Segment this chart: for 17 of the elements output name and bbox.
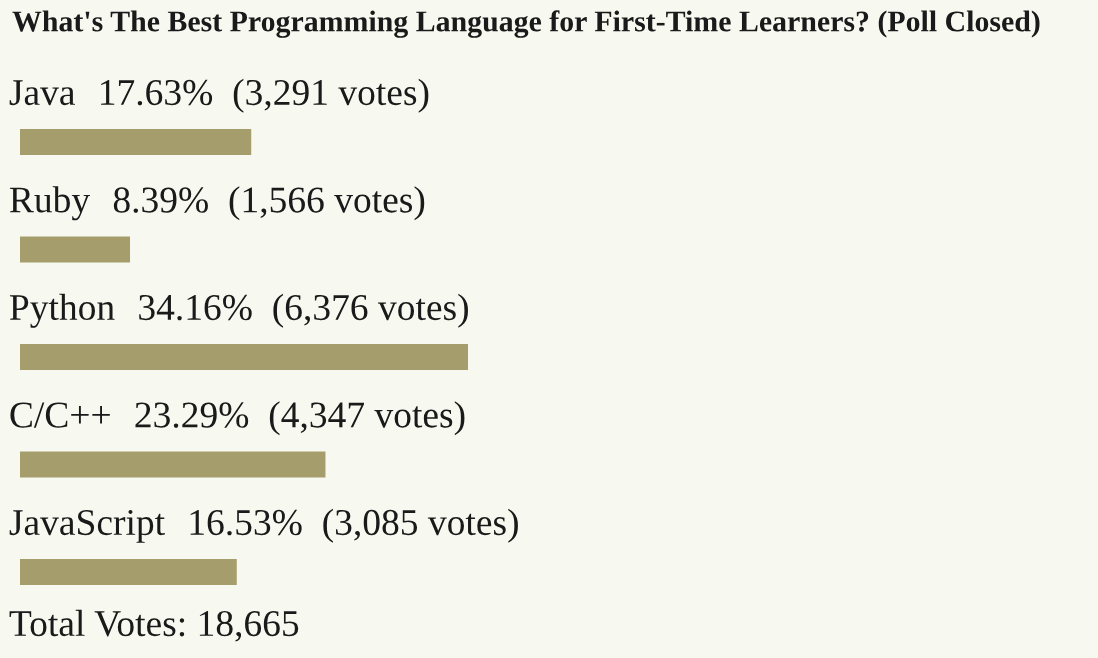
bar: [20, 344, 468, 370]
bar: [20, 451, 326, 478]
data-label: 8.39% (1,566 votes): [113, 186, 425, 221]
text: Total Votes: 18,665: [9, 609, 299, 642]
y-tick-label: Ruby: [9, 186, 90, 221]
data-label: 34.16% (6,376 votes): [139, 293, 468, 328]
data-label: 23.29% (4,347 votes): [135, 401, 465, 436]
y-tick-label: Java: [9, 80, 76, 106]
bar: [20, 559, 237, 585]
bar: [20, 129, 252, 155]
chart-title: What's The Best Programming Language for First-Time Learners? (Poll Closed): [12, 10, 1040, 38]
y-tick-label: Python: [9, 293, 115, 328]
data-label: 16.53% (3,085 votes): [190, 508, 518, 543]
y-tick-label: C/C++: [10, 402, 110, 428]
data-label: 17.63% (3,291 votes): [101, 78, 429, 113]
y-tick-label: JavaScript: [9, 509, 165, 543]
bar: [20, 236, 131, 263]
